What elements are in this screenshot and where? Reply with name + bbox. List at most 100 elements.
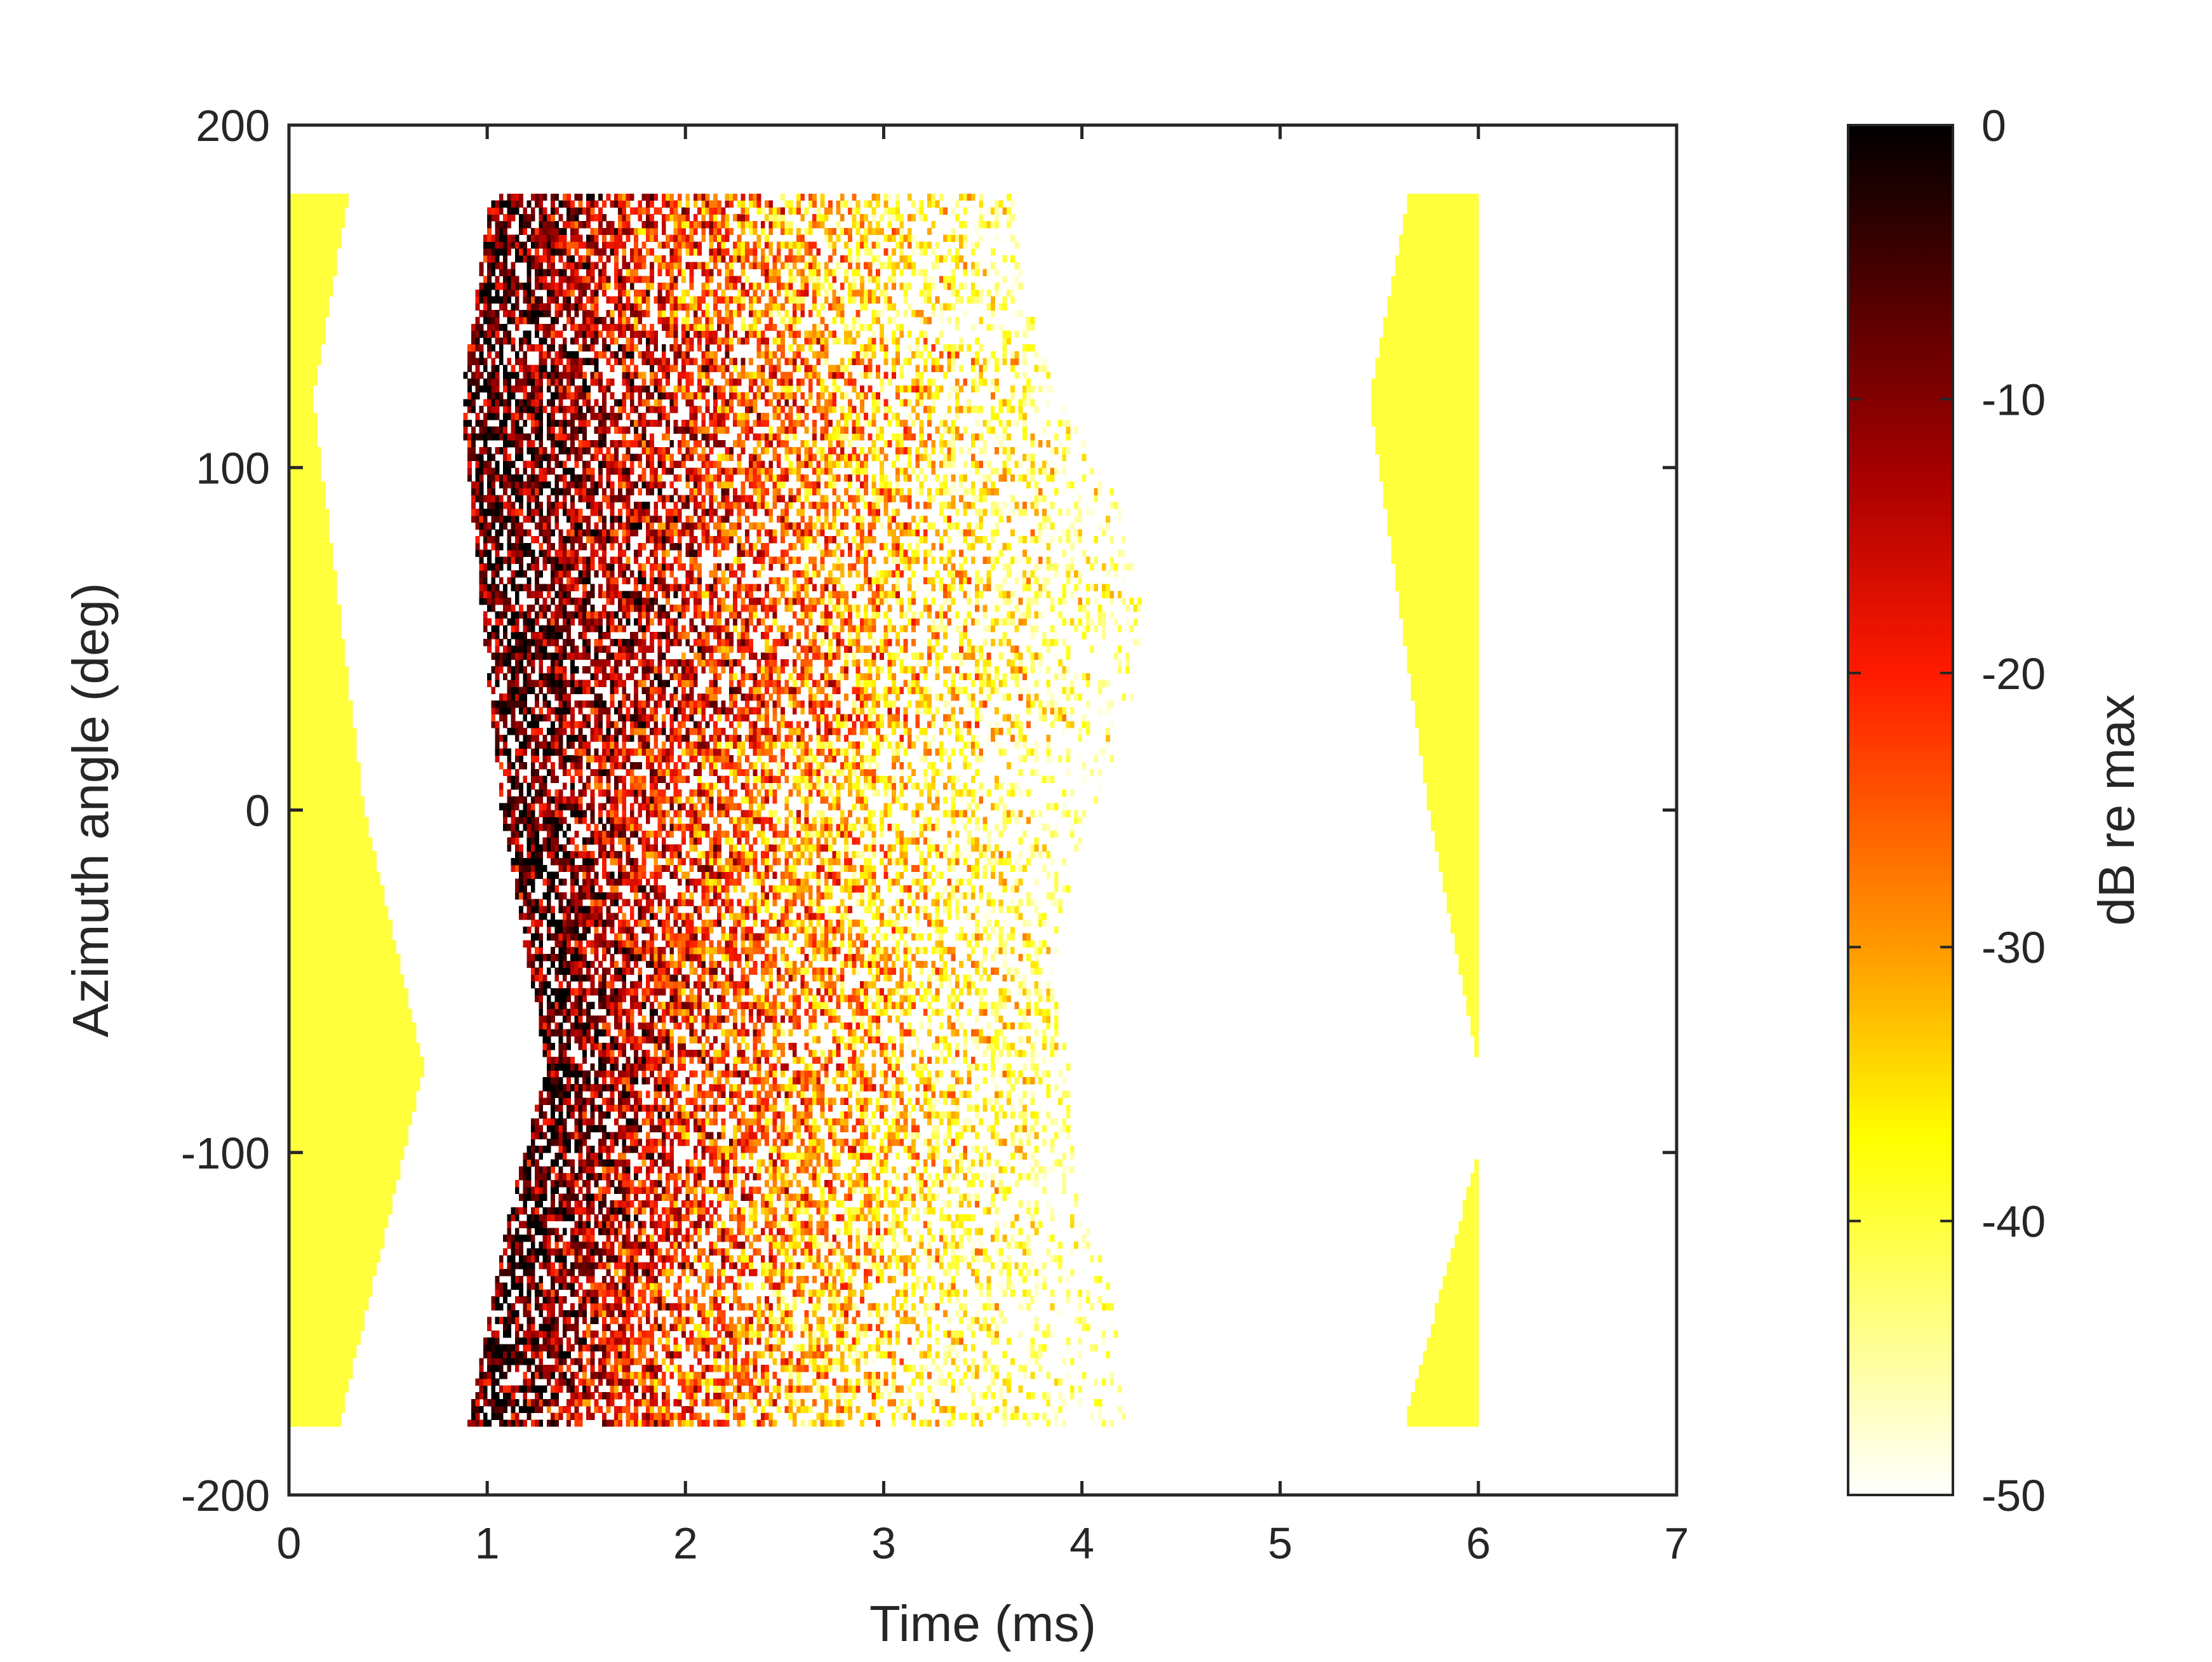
heatmap-cell [570, 1207, 575, 1215]
heatmap-cell [903, 1282, 908, 1290]
heatmap-cell [1018, 1269, 1023, 1277]
heatmap-cell [293, 1145, 298, 1153]
heatmap-cell [792, 1125, 797, 1132]
heatmap-cell [348, 1228, 353, 1235]
heatmap-cell [1010, 1214, 1016, 1222]
heatmap-cell [634, 1186, 638, 1195]
heatmap-cell [772, 1179, 777, 1188]
heatmap-cell [963, 1145, 968, 1153]
heatmap-cell [638, 1139, 643, 1146]
heatmap-cell [871, 1262, 876, 1270]
heatmap-cell [661, 1228, 666, 1235]
heatmap-cell [709, 1399, 714, 1407]
heatmap-cell [309, 1145, 314, 1153]
heatmap-cell [903, 1317, 908, 1324]
heatmap-cell [1002, 1419, 1007, 1427]
heatmap-cell [788, 1179, 793, 1188]
heatmap-cell [546, 1269, 551, 1277]
heatmap-cell [491, 1385, 496, 1393]
heatmap-cell [836, 1200, 841, 1208]
heatmap-cell [376, 1214, 381, 1222]
heatmap-cell [344, 1159, 349, 1167]
heatmap-cell [340, 1365, 345, 1372]
heatmap-cell [772, 1118, 777, 1126]
heatmap-cell [1014, 1262, 1019, 1270]
heatmap-cell [661, 1235, 666, 1242]
heatmap-cell [737, 1275, 742, 1283]
heatmap-cell [1062, 1118, 1067, 1126]
heatmap-cell [970, 1269, 975, 1277]
heatmap-cell [1094, 1385, 1099, 1393]
heatmap-cell [297, 1173, 302, 1181]
heatmap-cell [967, 1200, 972, 1208]
heatmap-cell [384, 1179, 389, 1188]
heatmap-cell [558, 1385, 563, 1393]
heatmap-cell [320, 1344, 325, 1352]
heatmap-cell [840, 1344, 845, 1352]
heatmap-cell [689, 1405, 694, 1414]
heatmap-cell [629, 1145, 634, 1153]
heatmap-cell [1451, 1351, 1455, 1358]
heatmap-cell [491, 1371, 496, 1379]
heatmap-cell [551, 1351, 555, 1358]
heatmap-cell [309, 1371, 314, 1379]
heatmap-cell [947, 1289, 952, 1297]
heatmap-cell [744, 1378, 749, 1386]
heatmap-cell [887, 1337, 892, 1345]
heatmap-cell [491, 1405, 496, 1414]
heatmap-cell [348, 1214, 353, 1222]
heatmap-cell [804, 1221, 809, 1228]
heatmap-cell [650, 1262, 654, 1270]
heatmap-cell [554, 1378, 560, 1386]
heatmap-cell [1058, 1378, 1062, 1386]
heatmap-cell [289, 1159, 293, 1167]
heatmap-cell [737, 1296, 742, 1304]
heatmap-cell [320, 1255, 325, 1263]
heatmap-cell [554, 1358, 560, 1365]
heatmap-cell [828, 1289, 833, 1297]
heatmap-cell [629, 1132, 634, 1139]
heatmap-cell [1042, 1282, 1047, 1290]
heatmap-cell [1458, 1378, 1463, 1386]
heatmap-cell [709, 1241, 714, 1249]
heatmap-cell [753, 1118, 758, 1126]
heatmap-cell [1006, 1269, 1011, 1277]
heatmap-cell [891, 1132, 896, 1139]
heatmap-cell [376, 1235, 381, 1242]
heatmap-cell [1470, 1296, 1475, 1304]
heatmap-cell [836, 1385, 841, 1393]
heatmap-cell [741, 1405, 746, 1414]
heatmap-cell [328, 1111, 333, 1119]
heatmap-cell [1470, 1221, 1475, 1228]
heatmap-cell [871, 1166, 876, 1174]
heatmap-cell [1470, 1378, 1475, 1386]
heatmap-cell [364, 1303, 369, 1311]
heatmap-cell [864, 1235, 869, 1242]
heatmap-cell [1078, 1317, 1083, 1324]
heatmap-cell [376, 1166, 381, 1174]
heatmap-cell [1474, 1405, 1479, 1414]
heatmap-cell [753, 1200, 758, 1208]
heatmap-cell [824, 1221, 829, 1228]
heatmap-cell [582, 1241, 587, 1249]
heatmap-cell [645, 1371, 650, 1379]
heatmap-cell [1458, 1296, 1463, 1304]
heatmap-cell [380, 1118, 385, 1126]
heatmap-cell [332, 1111, 337, 1119]
heatmap-cell [776, 1378, 781, 1386]
heatmap-cell [955, 1132, 960, 1139]
heatmap-cell [1058, 1159, 1062, 1167]
heatmap-cell [344, 1179, 349, 1188]
heatmap-cell [768, 1310, 774, 1318]
heatmap-cell [1454, 1310, 1459, 1318]
heatmap-cell [348, 1358, 353, 1365]
heatmap-cell [840, 1365, 845, 1372]
heatmap-cell [963, 1412, 968, 1420]
heatmap-cell [939, 1296, 944, 1304]
heatmap-cell [1042, 1262, 1047, 1270]
heatmap-cell [634, 1269, 638, 1277]
heatmap-cell [606, 1166, 611, 1174]
heatmap-cell [325, 1405, 330, 1414]
heatmap-cell [935, 1255, 940, 1263]
heatmap-cell [320, 1330, 325, 1338]
